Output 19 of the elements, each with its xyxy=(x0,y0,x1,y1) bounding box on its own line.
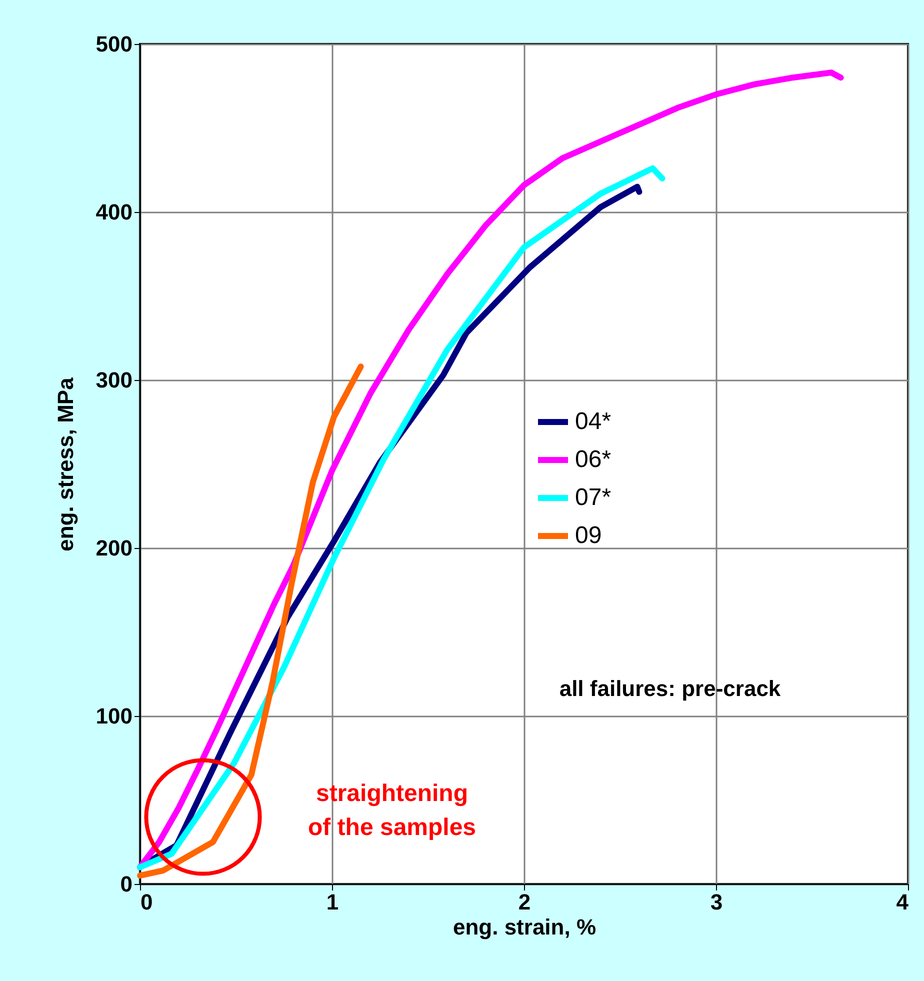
y-tick-label: 400 xyxy=(96,200,132,224)
y-tick-label: 500 xyxy=(96,32,132,56)
y-tick-label: 0 xyxy=(120,872,132,896)
y-tick-label: 200 xyxy=(96,536,132,560)
legend-label: 09 xyxy=(575,522,602,549)
legend-label: 06* xyxy=(575,446,612,473)
y-axis-title: eng. stress, MPa xyxy=(52,376,78,552)
x-axis-title: eng. strain, % xyxy=(452,914,596,940)
annotation: all failures: pre-crack xyxy=(559,676,782,701)
y-tick-label: 300 xyxy=(96,368,132,392)
x-tick-label: 1 xyxy=(326,890,339,914)
annotation: straightening of the samples xyxy=(308,780,476,841)
legend-label: 04* xyxy=(575,408,612,435)
x-tick-label: 3 xyxy=(710,890,723,914)
x-tick-label: 0 xyxy=(140,890,153,914)
legend-label: 07* xyxy=(575,484,612,511)
x-tick-label: 2 xyxy=(518,890,531,914)
x-tick-label: 4 xyxy=(896,890,910,914)
y-tick-label: 100 xyxy=(96,704,132,728)
